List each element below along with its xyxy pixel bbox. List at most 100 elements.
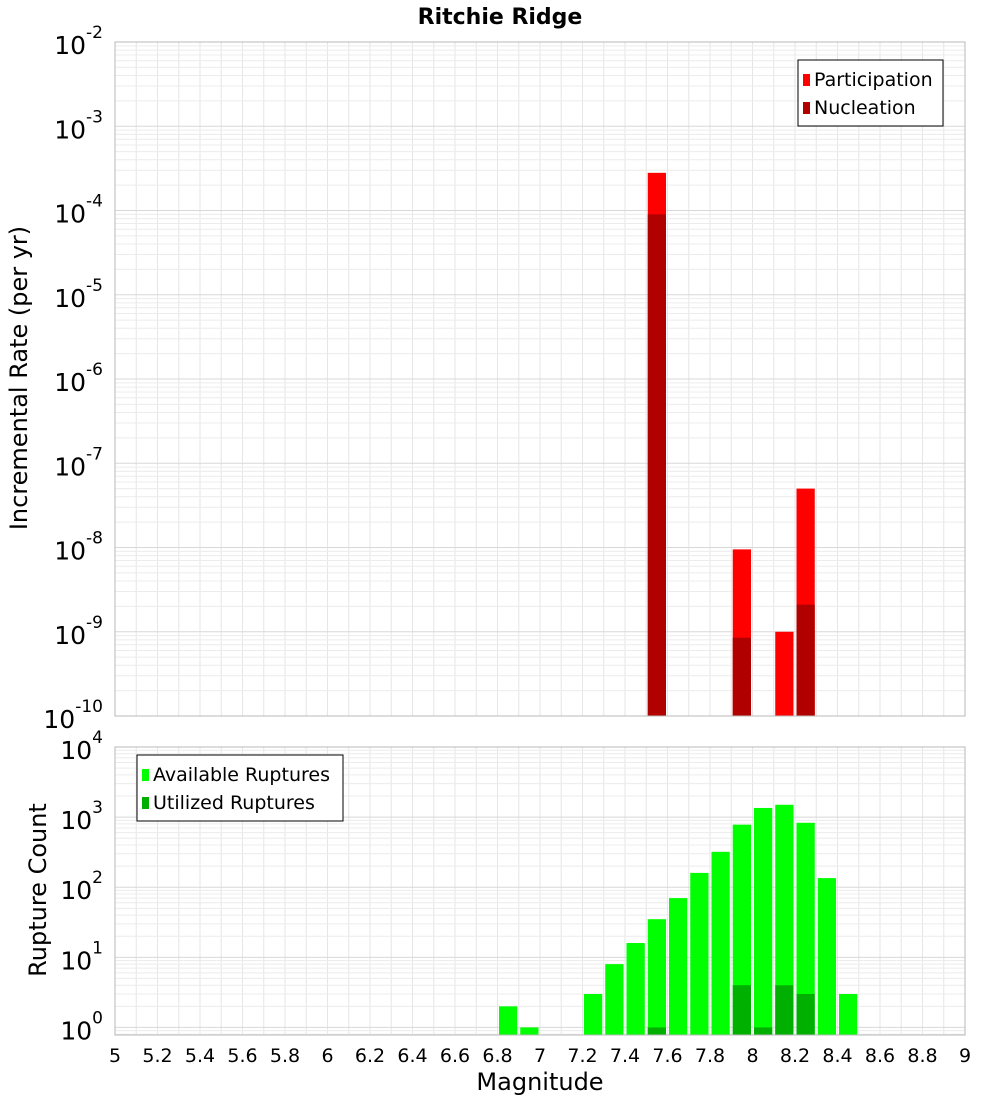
y-tick-base: 10 (60, 1016, 92, 1045)
x-tick-label: 5.6 (227, 1045, 257, 1067)
y-tick-base: 10 (54, 31, 86, 60)
x-tick-label: 7.6 (652, 1045, 682, 1067)
bottom-series-1 (499, 804, 858, 1035)
x-tick-label: 6.8 (482, 1045, 512, 1067)
bottom-legend-box (136, 754, 344, 822)
x-tick-label: 8.8 (907, 1045, 937, 1067)
y-tick-base: 10 (60, 946, 92, 975)
bottom-bar (754, 807, 773, 1035)
x-tick-label: 8.2 (780, 1045, 810, 1067)
top-legend-label: Participation (814, 69, 933, 91)
top-y-tick-label: 10-6 (54, 360, 103, 397)
y-tick-exponent: -4 (86, 192, 103, 212)
bottom-bar (605, 964, 624, 1035)
chart-title: Ritchie Ridge (418, 5, 583, 30)
top-y-tick-label: 10-4 (54, 192, 103, 229)
y-tick-exponent: -3 (86, 107, 103, 127)
bottom-bar (775, 804, 794, 1035)
bottom-bar (690, 872, 709, 1035)
bottom-bar (520, 1027, 539, 1035)
x-tick-label: 8.4 (822, 1045, 852, 1067)
bottom-legend-label: Utilized Ruptures (153, 792, 315, 814)
top-y-tick-label: 10-2 (54, 23, 103, 60)
y-tick-base: 10 (54, 368, 86, 397)
x-tick-label: 9 (959, 1045, 971, 1067)
y-tick-base: 10 (54, 621, 86, 650)
y-tick-exponent: -7 (86, 444, 103, 464)
y-tick-base: 10 (54, 200, 86, 229)
bottom-bar (626, 943, 645, 1035)
bottom-y-axis-label: Rupture Count (24, 803, 52, 977)
bottom-plot-frame (114, 746, 966, 1036)
top-bar (775, 631, 794, 716)
bottom-vertical-gridlines (114, 747, 966, 1035)
top-legend-swatch (803, 102, 810, 114)
top-bar (796, 604, 815, 716)
y-tick-exponent: 1 (92, 938, 103, 958)
bottom-bar (817, 878, 836, 1035)
y-tick-base: 10 (60, 876, 92, 905)
x-tick-label: 7.2 (567, 1045, 597, 1067)
bottom-bar (732, 824, 751, 1035)
x-tick-label: 5.2 (142, 1045, 172, 1067)
top-legend: Participation Nucleation (797, 59, 944, 127)
bottom-bar (647, 919, 666, 1035)
bottom-bar (839, 993, 858, 1035)
top-y-tick-label: 10-3 (54, 107, 103, 144)
bottom-legend-swatch (142, 797, 149, 809)
y-tick-base: 10 (54, 115, 86, 144)
y-tick-base: 10 (60, 806, 92, 835)
top-legend-swatch (803, 74, 810, 86)
y-tick-exponent: 4 (92, 728, 103, 748)
y-tick-exponent: -2 (86, 23, 103, 43)
bottom-bar (775, 985, 794, 1035)
top-legend-box (797, 59, 944, 127)
y-tick-exponent: 3 (92, 798, 103, 818)
bottom-bar (796, 993, 815, 1035)
top-y-axis-label: Incremental Rate (per yr) (5, 226, 33, 530)
top-plot: 10-1010-910-810-710-610-510-410-310-2Par… (43, 23, 966, 734)
y-tick-exponent: -10 (75, 697, 103, 717)
bottom-bar (584, 993, 603, 1035)
y-tick-exponent: -6 (86, 360, 103, 380)
bottom-bar (796, 822, 815, 1035)
top-y-tick-label: 10-8 (54, 529, 103, 566)
bottom-bar (499, 1006, 518, 1035)
bottom-bar (669, 898, 688, 1035)
x-tick-label: 7.8 (695, 1045, 725, 1067)
x-tick-label: 7.4 (610, 1045, 640, 1067)
x-tick-label: 8 (746, 1045, 758, 1067)
y-tick-base: 10 (60, 736, 92, 765)
bottom-legend-swatch (142, 769, 149, 781)
x-tick-label: 5.8 (270, 1045, 300, 1067)
y-tick-base: 10 (54, 452, 86, 481)
y-tick-exponent: -5 (86, 276, 103, 296)
y-tick-exponent: 0 (92, 1008, 103, 1028)
top-series-2 (647, 214, 815, 716)
top-y-tick-label: 10-7 (54, 444, 103, 481)
x-tick-label: 6 (321, 1045, 333, 1067)
top-y-tick-label: 10-5 (54, 276, 103, 313)
x-axis-label: Magnitude (476, 1068, 603, 1096)
y-tick-base: 10 (54, 284, 86, 313)
top-bar (647, 214, 666, 716)
x-tick-label: 7 (534, 1045, 546, 1067)
bottom-series-2 (647, 985, 815, 1035)
bottom-bar (732, 985, 751, 1035)
y-tick-base: 10 (43, 705, 75, 734)
bottom-y-tick-label: 104 (60, 728, 103, 765)
x-tick-label: 6.4 (397, 1045, 427, 1067)
y-tick-exponent: 2 (92, 868, 103, 888)
y-tick-exponent: -8 (86, 529, 103, 549)
x-tick-label: 6.2 (355, 1045, 385, 1067)
x-tick-label: 8.6 (865, 1045, 895, 1067)
bottom-y-tick-label: 100 (60, 1008, 103, 1045)
x-tick-label: 6.6 (440, 1045, 470, 1067)
bottom-bar (711, 851, 730, 1035)
bottom-bar (647, 1027, 666, 1035)
bottom-bar (754, 1027, 773, 1035)
y-tick-base: 10 (54, 537, 86, 566)
y-tick-exponent: -9 (86, 613, 103, 633)
